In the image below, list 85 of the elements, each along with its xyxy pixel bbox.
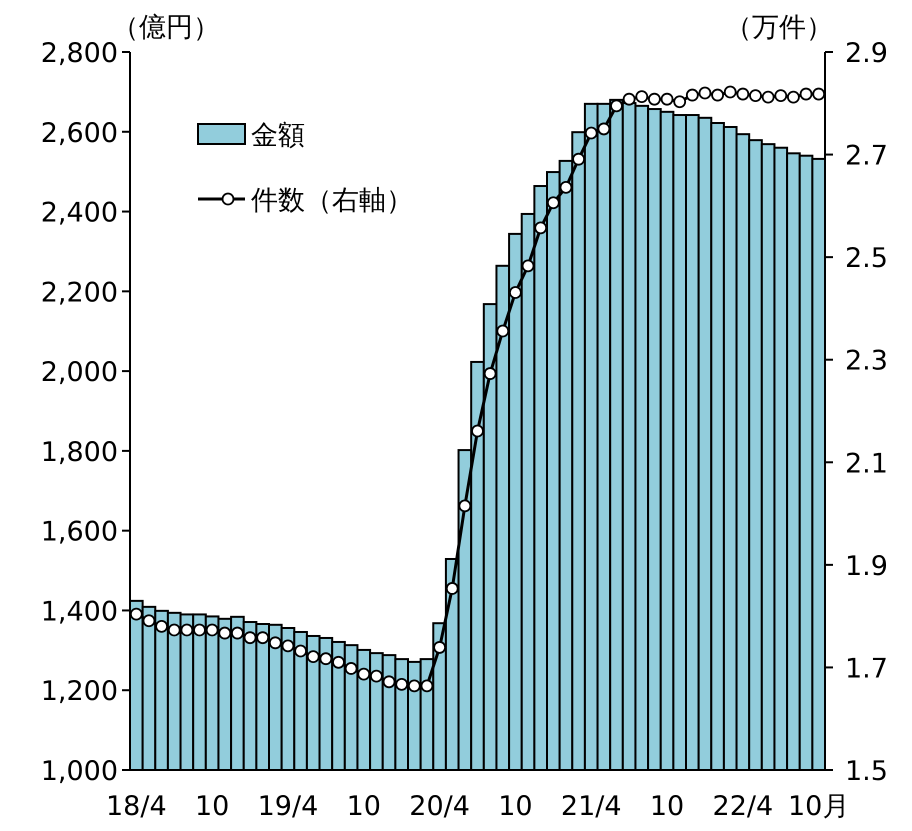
point	[724, 86, 737, 98]
point	[446, 582, 459, 595]
point	[206, 624, 219, 636]
point	[749, 89, 762, 102]
y2-axis-title: （万件）	[725, 12, 833, 43]
x-tick-label: 10	[498, 791, 533, 822]
point	[622, 92, 636, 106]
point	[648, 92, 661, 106]
point	[597, 122, 610, 136]
point	[635, 90, 648, 104]
point	[610, 99, 623, 112]
point	[698, 86, 712, 100]
point	[370, 670, 383, 683]
point	[332, 656, 345, 669]
point	[560, 180, 572, 194]
y-tick-label: 2,000	[40, 357, 118, 388]
point	[484, 367, 497, 380]
point	[395, 678, 408, 691]
y2-tick-label: 2.7	[845, 140, 888, 172]
point	[231, 626, 244, 640]
x-tick-label: 21/4	[560, 791, 622, 822]
point	[673, 95, 686, 108]
x-tick-label: 22/4	[712, 791, 774, 822]
y2-tick-label: 1.5	[845, 756, 888, 787]
y2-tick-label: 2.5	[845, 243, 888, 274]
x-tick-label: 10月	[788, 791, 850, 822]
point	[344, 662, 358, 675]
y-tick-label: 1,400	[40, 596, 118, 628]
y2-tick-label: 2.3	[845, 346, 888, 377]
point	[762, 90, 775, 104]
y-tick-label: 1,600	[40, 516, 118, 548]
point	[496, 324, 510, 338]
point	[193, 624, 206, 636]
point	[130, 608, 143, 620]
x-tick-label: 10	[650, 791, 684, 822]
y-tick-label: 1,800	[40, 436, 118, 468]
point	[155, 620, 168, 633]
y2-tick-label: 2.1	[845, 448, 888, 480]
y2-tick-label: 1.9	[845, 550, 888, 582]
point	[282, 639, 294, 652]
x-tick-label: 18/4	[106, 791, 167, 822]
point	[546, 196, 560, 210]
point	[180, 624, 194, 636]
point	[509, 286, 522, 299]
point	[433, 641, 446, 654]
point	[660, 92, 674, 106]
point	[584, 126, 598, 140]
point	[686, 88, 699, 102]
point	[168, 624, 181, 636]
point	[522, 259, 534, 272]
x-tick-label: 19/4	[258, 791, 318, 822]
legend-label: 金額	[251, 120, 305, 151]
point	[736, 88, 750, 100]
y2-tick-label: 2.9	[845, 38, 888, 69]
y-tick-label: 1,200	[40, 676, 118, 708]
point	[787, 90, 800, 104]
y-tick-label: 2,200	[40, 277, 118, 308]
point	[319, 652, 332, 666]
point	[471, 424, 484, 438]
y2-tick-label: 1.7	[845, 653, 888, 684]
point	[800, 88, 812, 100]
point	[294, 644, 307, 658]
point	[357, 668, 370, 680]
legend-label: 件数（右軸）	[251, 185, 413, 216]
point	[420, 679, 434, 692]
x-tick-label: 10	[194, 791, 230, 822]
x-tick-label: 10	[346, 791, 381, 822]
x-tick-label: 20/4	[409, 791, 470, 822]
point	[244, 631, 256, 644]
point	[572, 152, 585, 166]
point	[256, 631, 270, 644]
point	[534, 222, 548, 234]
point	[774, 89, 788, 102]
point	[306, 650, 320, 664]
point	[268, 636, 282, 650]
y-tick-label: 1,000	[40, 756, 118, 787]
point	[218, 626, 232, 640]
point	[142, 614, 156, 628]
point	[711, 88, 724, 102]
point	[408, 679, 421, 692]
y-tick-label: 2,600	[40, 118, 118, 149]
point	[458, 499, 472, 512]
point	[382, 675, 396, 688]
y-tick-label: 2,400	[40, 198, 118, 229]
point	[812, 88, 826, 100]
